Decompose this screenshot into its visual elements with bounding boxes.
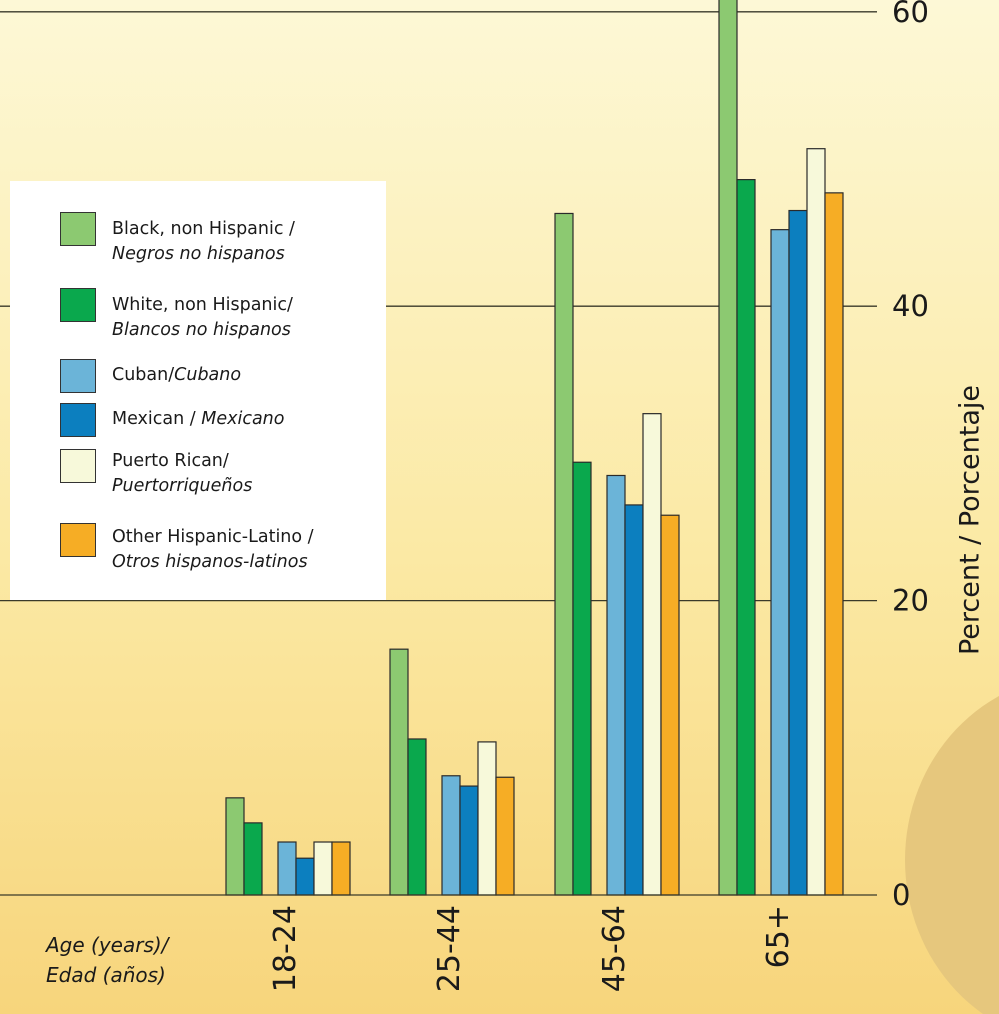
bar-65+-5 (824, 192, 844, 896)
legend-swatch-cuban (60, 359, 96, 393)
bar-25-44-2 (441, 775, 461, 896)
legend-swatch-other-hispanic (60, 523, 96, 557)
legend-swatch-mexican (60, 403, 96, 437)
x-axis-label-es: Edad (años) (46, 963, 166, 987)
y-tick-label: 60 (892, 0, 929, 29)
x-axis-label: Age (years)/ Edad (años) (46, 930, 168, 990)
y-tick-label: 20 (892, 584, 929, 618)
bar-18-24-3 (295, 857, 315, 896)
legend-label-es: Puertorriqueños (112, 476, 253, 496)
bar-45-64-5 (660, 514, 680, 896)
y-tick-labels: 0 20 40 60 (892, 0, 929, 912)
legend: Black, non Hispanic / Negros no hispanos… (10, 181, 386, 600)
bar-25-44-4 (477, 741, 497, 896)
legend-label-es: Cubano (174, 365, 242, 385)
bar-45-64-2 (606, 474, 626, 896)
legend-label-en: Mexican / (112, 409, 202, 429)
bar-65+-2 (770, 229, 790, 896)
legend-label-es: Negros no hispanos (112, 244, 285, 264)
bar-65+-1 (736, 179, 756, 896)
bar-18-24-0 (225, 797, 245, 896)
legend-label-en: White, non Hispanic/ (112, 295, 293, 315)
bar-45-64-4 (642, 413, 662, 896)
bar-65+-0 (718, 0, 738, 896)
bar-18-24-2 (277, 841, 297, 896)
bars (225, 0, 844, 896)
bar-18-24-5 (331, 841, 351, 896)
x-tick-labels: 18-24 25-44 45-64 65+ (268, 905, 796, 992)
legend-swatch-puerto-rican (60, 449, 96, 483)
bar-45-64-1 (572, 461, 592, 896)
bar-25-44-3 (459, 785, 479, 896)
bar-25-44-5 (495, 776, 515, 896)
legend-label-es: Mexicano (201, 409, 285, 429)
bar-65+-4 (806, 148, 826, 896)
legend-label-en: Other Hispanic-Latino / (112, 527, 314, 547)
bar-45-64-3 (624, 504, 644, 896)
bar-18-24-1 (243, 822, 263, 896)
bar-65+-3 (788, 209, 808, 896)
legend-swatch-white (60, 288, 96, 322)
x-axis-label-en: Age (years)/ (46, 933, 169, 957)
legend-label-en: Black, non Hispanic / (112, 219, 295, 239)
bar-25-44-0 (389, 648, 409, 896)
legend-label-en: Puerto Rican/ (112, 451, 229, 471)
bar-45-64-0 (554, 212, 574, 896)
bar-25-44-1 (407, 738, 427, 896)
legend-swatch-black (60, 212, 96, 246)
x-tick-label: 45-64 (597, 905, 632, 992)
x-tick-label: 18-24 (268, 905, 303, 992)
legend-label-es: Otros hispanos-latinos (112, 552, 308, 572)
y-tick-label: 0 (892, 878, 910, 912)
legend-label-en: Cuban/ (112, 365, 175, 385)
y-axis-label: Percent / Porcentaje (954, 384, 986, 656)
legend-label-es: Blancos no hispanos (112, 320, 291, 340)
bar-18-24-4 (313, 841, 333, 896)
decorative-shape (905, 696, 999, 1014)
x-tick-label: 25-44 (432, 905, 467, 992)
x-tick-label: 65+ (761, 905, 796, 968)
y-tick-label: 40 (892, 289, 929, 323)
